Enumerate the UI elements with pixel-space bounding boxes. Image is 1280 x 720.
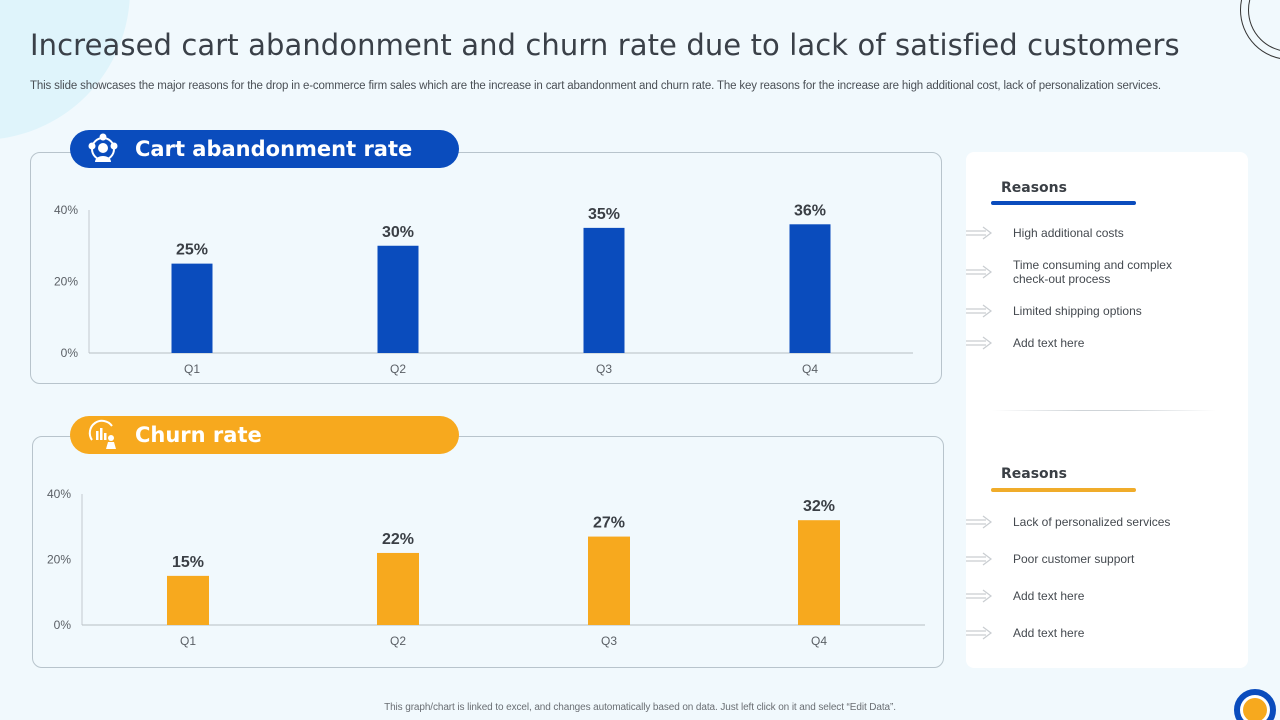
x-tick-label: Q4 [811, 634, 827, 648]
y-tick-label: 0% [61, 346, 79, 360]
cart-abandonment-heading-label: Cart abandonment rate [135, 137, 413, 161]
y-tick-label: 20% [47, 553, 71, 567]
y-tick-label: 20% [54, 275, 78, 289]
x-tick-label: Q3 [596, 362, 612, 376]
cart-reasons-title: Reasons [1001, 180, 1067, 196]
bar-q1 [167, 575, 209, 625]
churn-heading: Churn rate [70, 416, 459, 454]
x-tick-label: Q3 [601, 634, 617, 648]
bar-value-label: 32% [803, 498, 835, 515]
bar-value-label: 30% [382, 224, 414, 241]
churn-reason-item: Lack of personalized services [966, 515, 1236, 529]
y-tick-label: 0% [54, 618, 72, 632]
customer-network-icon [88, 133, 118, 162]
bar-q3 [588, 536, 630, 625]
arrow-right-icon [966, 304, 992, 318]
churn-reason-item: Add text here [966, 626, 1236, 640]
cart-abandonment-heading: Cart abandonment rate [70, 130, 459, 168]
bar-value-label: 15% [172, 554, 204, 571]
bar-value-label: 27% [593, 515, 625, 532]
x-tick-label: Q4 [802, 362, 818, 376]
page-title: Increased cart abandonment and churn rat… [30, 28, 1180, 62]
cart-reason-item: Add text here [966, 336, 1236, 350]
page-subtitle: This slide showcases the major reasons f… [30, 80, 1161, 92]
bar-value-label: 35% [588, 206, 620, 223]
arrow-right-icon [966, 552, 992, 566]
bar-q3 [583, 227, 625, 353]
cart-reason-item: High additional costs [966, 226, 1236, 240]
bar-q4 [789, 224, 831, 353]
arrow-right-icon [966, 626, 992, 640]
arrow-right-icon [966, 589, 992, 603]
x-tick-label: Q2 [390, 362, 406, 376]
bar-value-label: 25% [176, 242, 208, 259]
arrow-right-icon [966, 515, 992, 529]
arrow-right-icon [966, 336, 992, 350]
panel-divider [992, 410, 1216, 411]
x-tick-label: Q2 [390, 634, 406, 648]
cart-reason-item: Limited shipping options [966, 304, 1236, 318]
churn-reason-item: Poor customer support [966, 552, 1236, 566]
churn-heading-label: Churn rate [135, 423, 262, 447]
arrow-right-icon [966, 226, 992, 240]
cart-reasons-underline [991, 201, 1136, 205]
y-tick-label: 40% [54, 203, 78, 217]
footnote: This graph/chart is linked to excel, and… [384, 702, 896, 713]
bar-q1 [171, 263, 213, 353]
x-tick-label: Q1 [184, 362, 200, 376]
arrow-right-icon [966, 265, 992, 279]
bar-value-label: 22% [382, 531, 414, 548]
x-tick-label: Q1 [180, 634, 196, 648]
y-tick-label: 40% [47, 487, 71, 501]
cart-reason-item: Time consuming and complex check-out pro… [966, 258, 1236, 286]
churn-reasons-title: Reasons [1001, 466, 1067, 482]
bar-q2 [377, 245, 419, 353]
bar-q2 [377, 552, 419, 625]
churn-reason-item: Add text here [966, 589, 1236, 603]
churn-chart-frame [32, 436, 944, 668]
bar-value-label: 36% [794, 202, 826, 219]
churn-analytics-icon [88, 419, 116, 449]
corner-logo-icon [1234, 689, 1276, 720]
churn-reasons-underline [991, 488, 1136, 492]
bar-q4 [798, 520, 840, 625]
